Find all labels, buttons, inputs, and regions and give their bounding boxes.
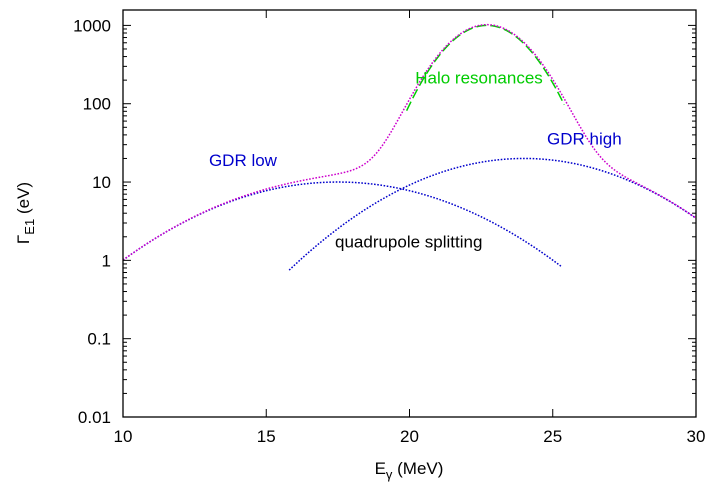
- x-axis-label-sub: γ: [386, 467, 393, 482]
- x-tick-label: 20: [400, 427, 419, 446]
- curves-layer: [122, 23, 697, 271]
- y-axis-label-main: Γ: [14, 235, 33, 244]
- x-axis-label: Eγ (MeV): [375, 459, 444, 482]
- annotation-gdr-high_label: GDR high: [547, 130, 622, 149]
- y-axis-label-rest: (eV): [14, 182, 33, 219]
- annotation-layer: Halo resonances GDR low GDR high quadrupole…: [209, 69, 622, 252]
- y-tick-label: 100: [83, 95, 111, 114]
- y-tick-label: 10: [92, 173, 111, 192]
- annotation-quadrupole-label: quadrupole splitting: [335, 233, 482, 252]
- tick-layer: 10 15 20 25 30 0.01 0.1 1 10 100 1000: [73, 10, 705, 446]
- annotation-gdr-low_label: GDR low: [209, 151, 278, 170]
- y-tick-label: 0.01: [78, 408, 111, 427]
- series-line-sum: [122, 23, 697, 261]
- y-tick-label: 1: [102, 251, 111, 270]
- y-tick-label: 0.1: [87, 330, 111, 349]
- series-line-gdr-high: [288, 157, 697, 271]
- x-axis-label-rest: (MeV): [392, 459, 443, 478]
- y-tick-label: 1000: [73, 16, 111, 35]
- y-axis-label: ΓE1 (eV): [14, 182, 37, 244]
- series-line-gdr-low: [122, 181, 562, 268]
- x-tick-label: 10: [114, 427, 133, 446]
- x-tick-label: 15: [257, 427, 276, 446]
- x-axis-label-main: E: [375, 459, 386, 478]
- y-axis-label-sub: E1: [22, 219, 37, 235]
- x-tick-label: 25: [543, 427, 562, 446]
- x-tick-label: 30: [687, 427, 706, 446]
- annotation-halo-label: Halo resonances: [415, 69, 543, 88]
